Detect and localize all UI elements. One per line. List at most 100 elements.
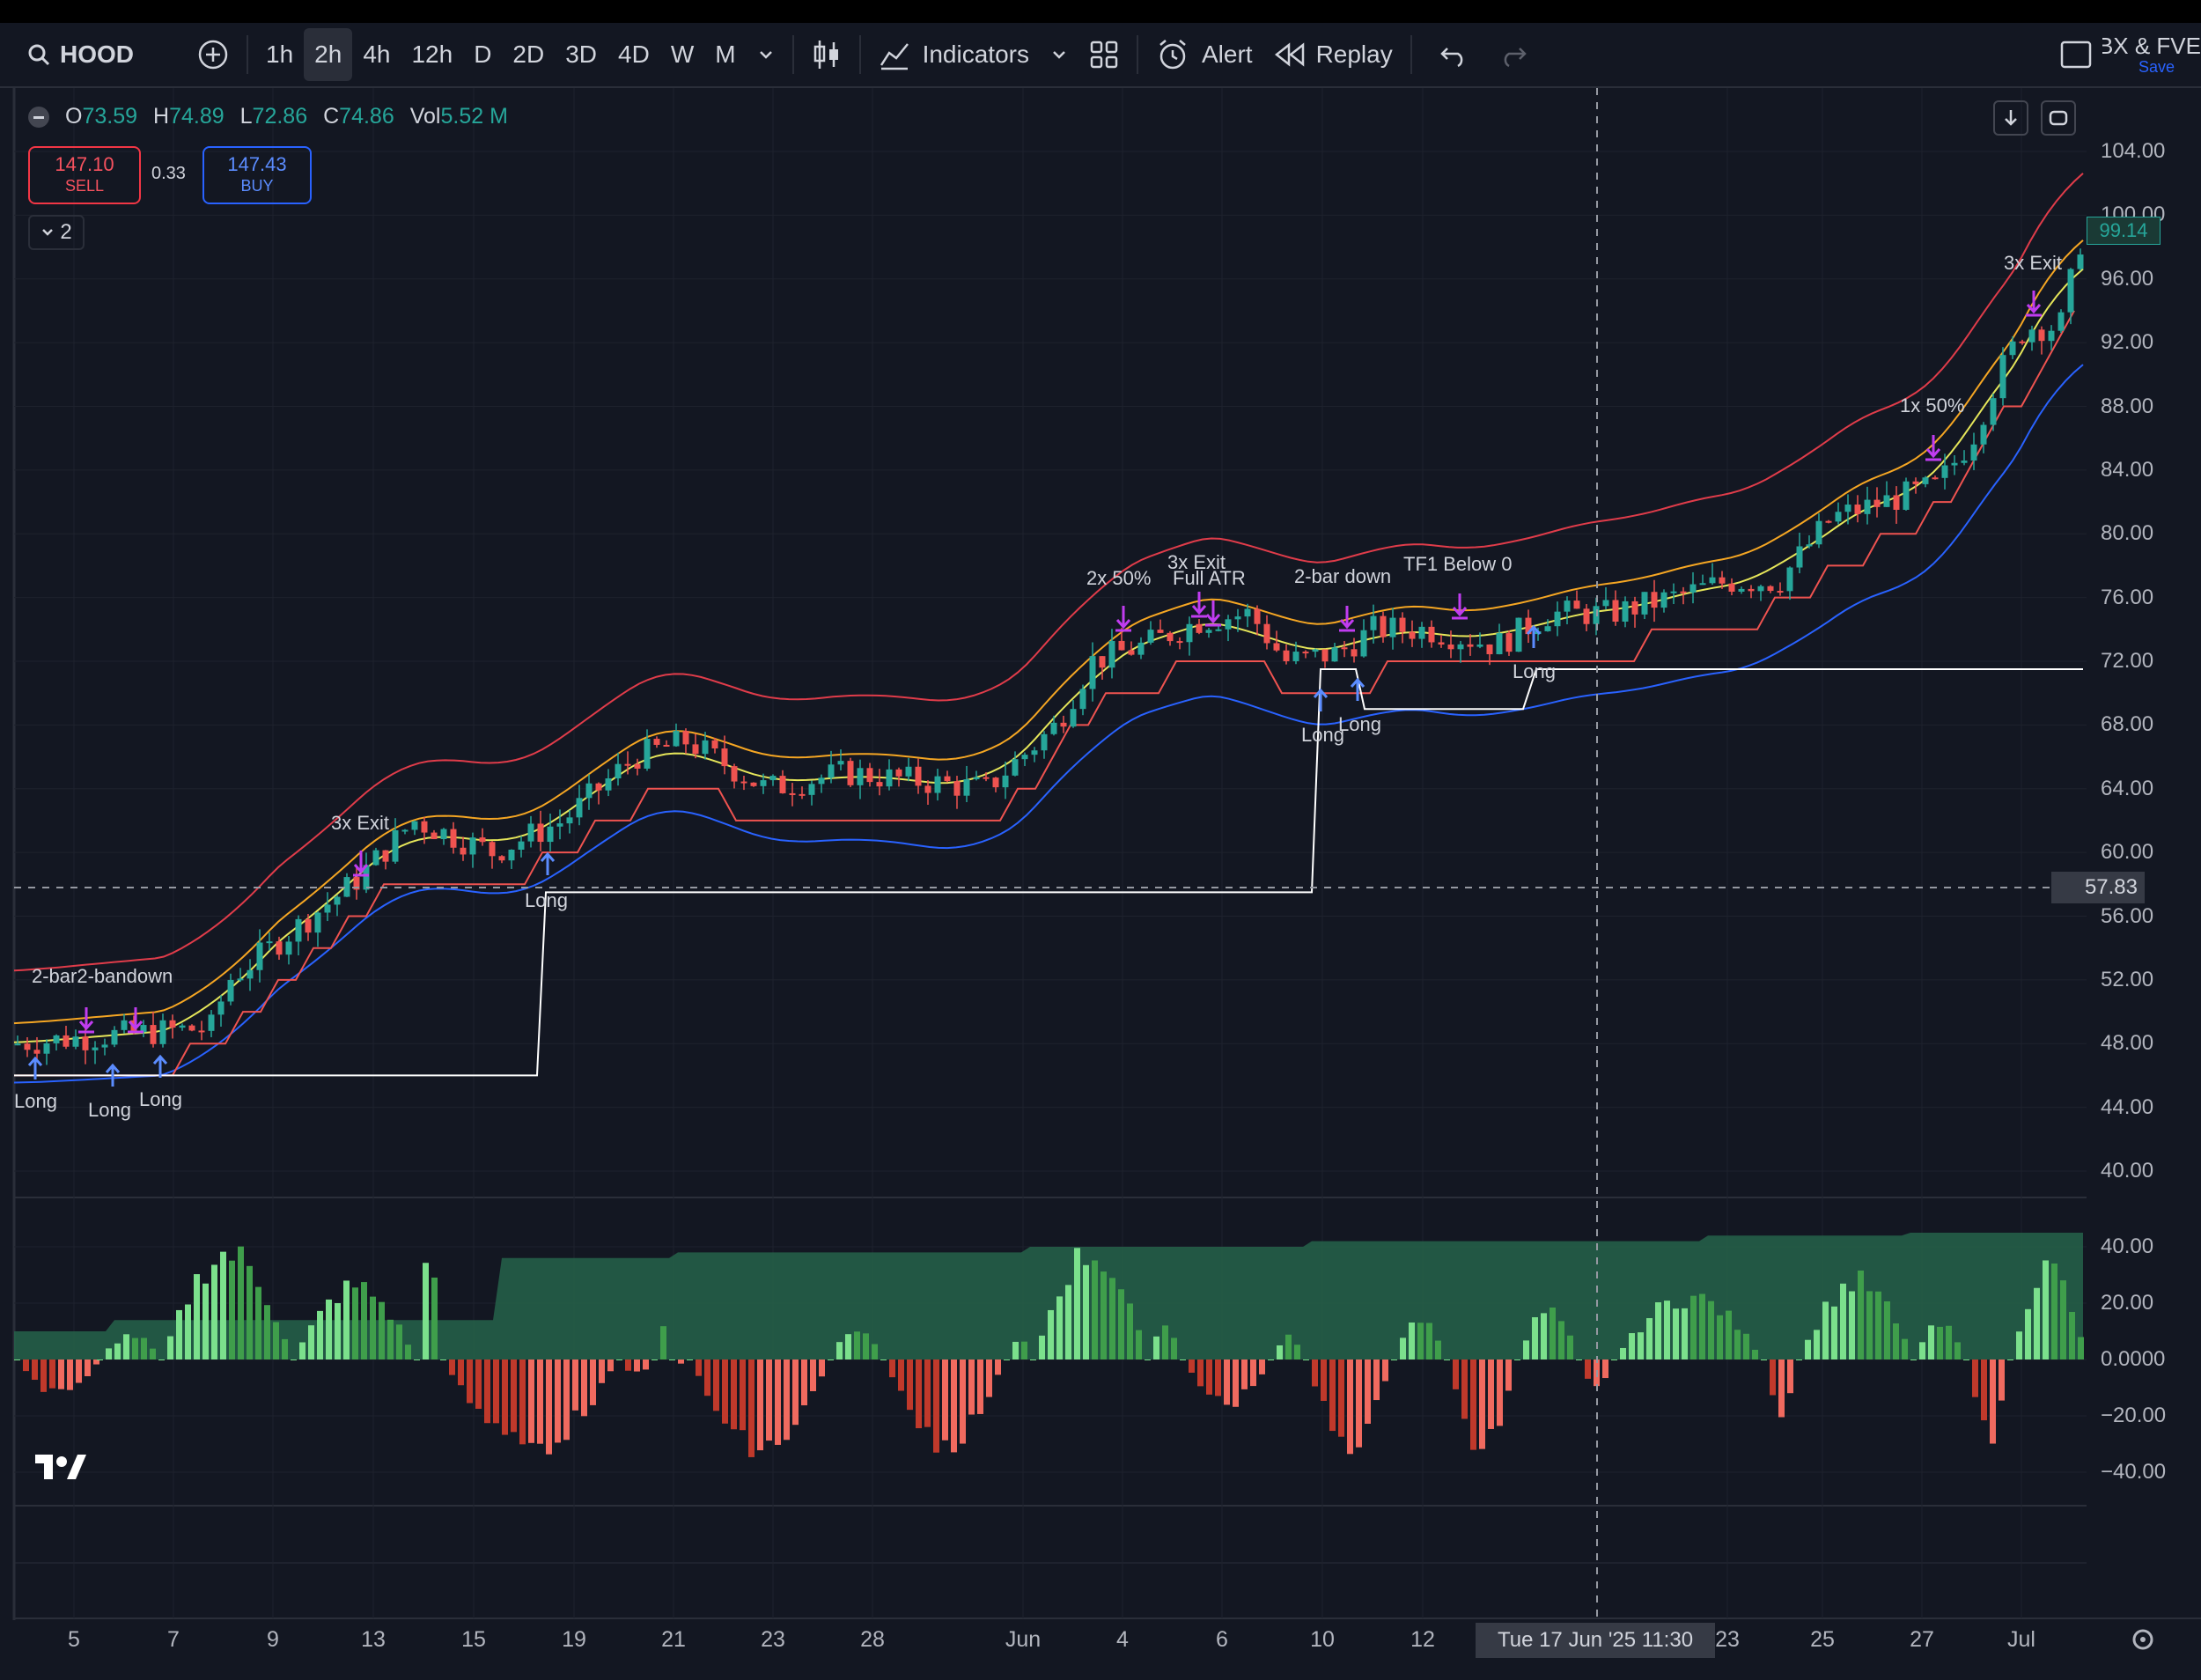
- scroll-to-latest-button[interactable]: [1993, 100, 2028, 136]
- oscillator-bar: [854, 1331, 860, 1359]
- candle-body: [1912, 481, 1919, 484]
- candle-body: [837, 761, 844, 765]
- oscillator-bar: [502, 1359, 508, 1435]
- indicators-button[interactable]: Indicators: [868, 28, 1040, 81]
- candle-body: [963, 778, 970, 796]
- open-value: 73.59: [82, 104, 138, 129]
- oscillator-cloud: [14, 1233, 2083, 1359]
- tf-3d[interactable]: 3D: [555, 28, 607, 81]
- layout-save-button[interactable]: BX & FVE Save: [2102, 28, 2201, 81]
- candle-body: [1554, 611, 1561, 627]
- compare-symbol-button[interactable]: [187, 28, 239, 81]
- candle-body: [1244, 608, 1251, 617]
- oscillator-bar: [1726, 1310, 1732, 1359]
- oscillator-bar: [308, 1325, 314, 1359]
- candle-body: [944, 776, 951, 782]
- symbol-label: HOOD: [60, 41, 134, 68]
- tf-4d[interactable]: 4D: [607, 28, 660, 81]
- candle-body: [343, 877, 350, 897]
- oscillator-bar: [93, 1359, 99, 1365]
- annotation-two-x-fifty: 2x 50%: [1086, 567, 1152, 589]
- candle-body: [2009, 341, 2016, 356]
- sell-button[interactable]: 147.10 SELL: [28, 146, 141, 204]
- chart-type-button[interactable]: [801, 28, 852, 81]
- tf-2d[interactable]: 2D: [502, 28, 555, 81]
- oscillator-bar: [1884, 1301, 1890, 1359]
- fullscreen-button[interactable]: [2050, 28, 2102, 81]
- exit-arrow-icon: [1925, 448, 1941, 459]
- tf-1h[interactable]: 1h: [255, 28, 304, 81]
- redo-button[interactable]: [1488, 28, 1539, 81]
- price-axis-label: 72.00: [2101, 649, 2154, 673]
- tf-12h[interactable]: 12h: [401, 28, 463, 81]
- oscillator-bar: [440, 1359, 446, 1360]
- candle-body: [1932, 477, 1939, 480]
- oscillator-bar: [1488, 1359, 1494, 1429]
- crosshair-price-label: 57.83: [2051, 872, 2145, 903]
- exit-arrow-icon: [1191, 605, 1207, 615]
- oscillator-bar: [836, 1342, 843, 1359]
- candle-body: [1351, 649, 1358, 657]
- toolbar-divider: [1136, 35, 1138, 74]
- chevron-down-icon: [759, 51, 772, 59]
- candle-body: [1215, 629, 1222, 631]
- tf-m[interactable]: M: [704, 28, 746, 81]
- settings-gear-icon[interactable]: [2132, 1629, 2153, 1650]
- oscillator-bar: [1197, 1359, 1204, 1387]
- replay-button[interactable]: Replay: [1263, 28, 1403, 81]
- grid-layout-icon: [1090, 41, 1118, 69]
- oscillator-bar: [1145, 1359, 1151, 1360]
- candle-body: [1738, 588, 1745, 592]
- reset-chart-button[interactable]: [2041, 100, 2076, 136]
- oscillator-bar: [1699, 1293, 1705, 1359]
- time-axis-label: 23: [761, 1627, 785, 1652]
- candle-body: [886, 769, 893, 787]
- oscillator-bar: [282, 1338, 288, 1359]
- candle-body: [208, 1014, 215, 1031]
- candle-body: [217, 1001, 225, 1015]
- oscillator-bar: [1646, 1318, 1653, 1359]
- candle-body: [1651, 592, 1658, 608]
- candle-body: [1157, 630, 1164, 633]
- symbol-search[interactable]: HOOD: [0, 28, 144, 81]
- tf-4h[interactable]: 4h: [352, 28, 401, 81]
- tf-4d-label: 4D: [618, 41, 650, 68]
- oscillator-bar: [863, 1333, 869, 1359]
- tf-w[interactable]: W: [660, 28, 704, 81]
- oscillator-bar: [1849, 1291, 1855, 1359]
- candle-body: [518, 841, 525, 851]
- alert-button[interactable]: Alert: [1145, 28, 1263, 81]
- oscillator-bar: [32, 1359, 38, 1381]
- legend-collapse-icon[interactable]: [28, 106, 49, 128]
- tf-dropdown-button[interactable]: [747, 28, 785, 81]
- oscillator-bar: [1902, 1338, 1908, 1359]
- candle-body: [1060, 722, 1067, 727]
- oscillator-bar: [1999, 1359, 2005, 1401]
- candle-body: [489, 842, 496, 857]
- candle-body: [895, 769, 902, 777]
- layouts-button[interactable]: [1078, 28, 1130, 81]
- oscillator-bar: [176, 1309, 182, 1359]
- annotation-long: Long: [1301, 724, 1344, 746]
- price-axis-label: 88.00: [2101, 394, 2154, 418]
- time-axis-label: Jul: [2007, 1627, 2035, 1652]
- candle-body: [828, 764, 835, 778]
- price-axis-label: 76.00: [2101, 585, 2154, 609]
- oscillator-bar: [185, 1304, 191, 1359]
- oscillator-bar: [1004, 1359, 1010, 1360]
- buy-button[interactable]: 147.43 BUY: [202, 146, 312, 204]
- oscillator-bar: [801, 1359, 807, 1406]
- price-axis-label: 96.00: [2101, 266, 2154, 291]
- indicator-collapse-button[interactable]: 2: [28, 215, 85, 250]
- candle-body: [682, 731, 689, 745]
- oscillator-bar: [2060, 1280, 2066, 1359]
- indicators-dropdown-button[interactable]: [1040, 28, 1078, 81]
- tf-2h[interactable]: 2h: [304, 28, 353, 81]
- candle-body: [276, 941, 283, 955]
- tf-d[interactable]: D: [463, 28, 502, 81]
- time-axis-label: 27: [1910, 1627, 1934, 1652]
- oscillator-bar: [1329, 1359, 1336, 1432]
- oscillator-bar: [247, 1265, 253, 1359]
- chart-canvas[interactable]: [0, 88, 2201, 1680]
- undo-button[interactable]: [1428, 28, 1479, 81]
